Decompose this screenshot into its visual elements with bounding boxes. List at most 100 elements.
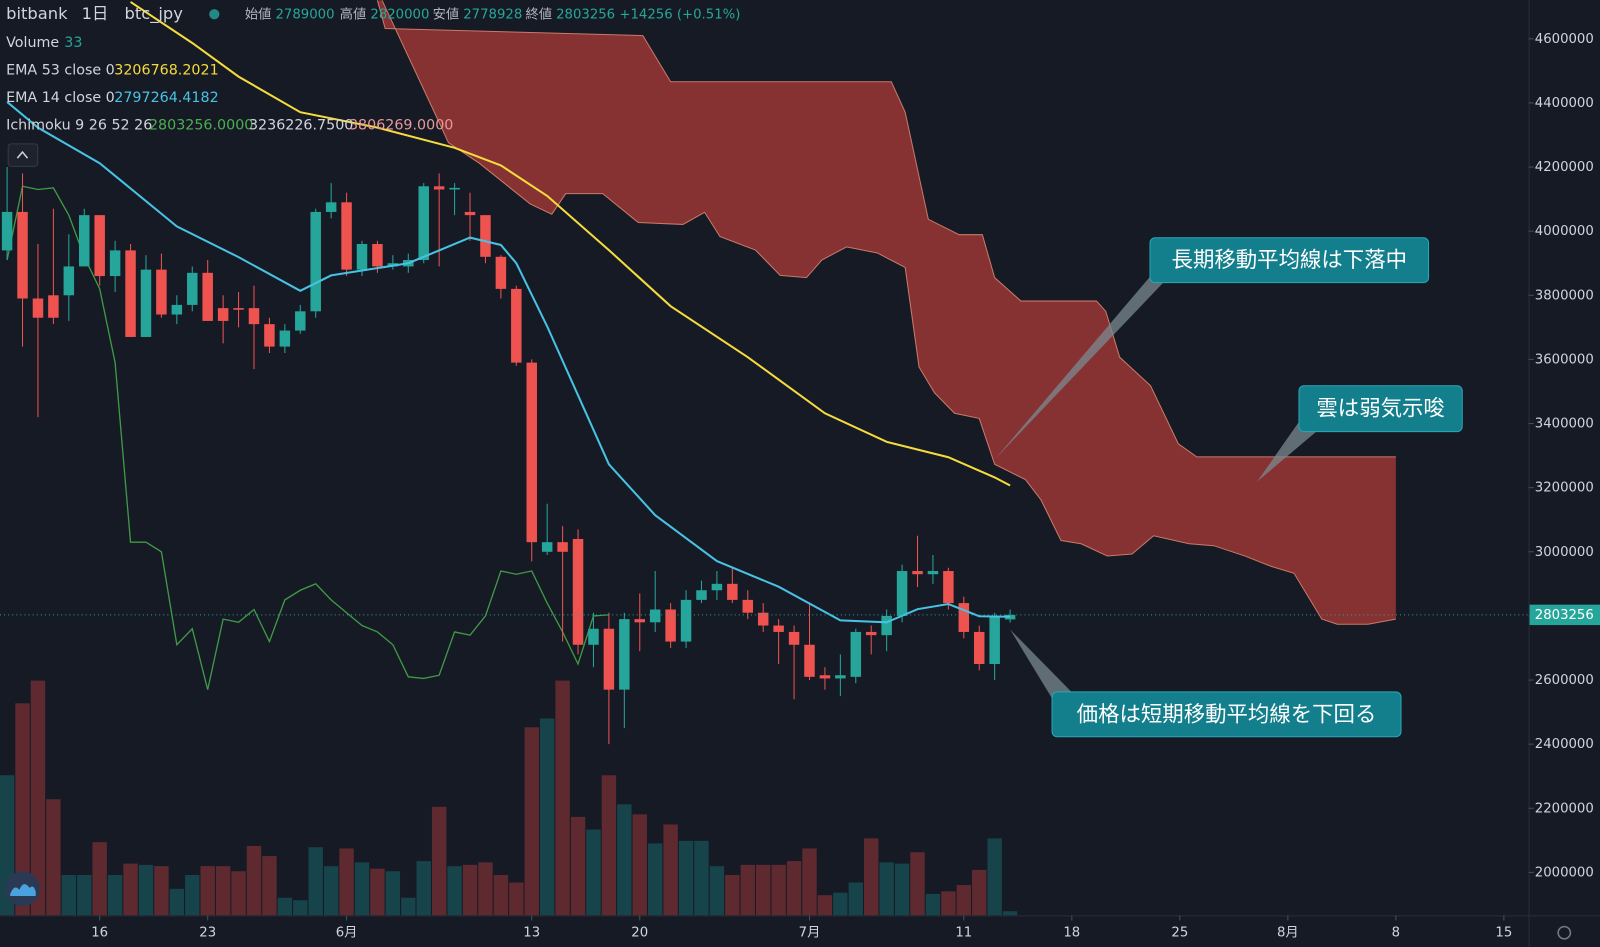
legend-text: 3236226.7500 — [249, 118, 353, 134]
volume-bar — [617, 804, 632, 916]
volume-bar — [370, 868, 385, 916]
y-tick-label: 3400000 — [1535, 417, 1594, 432]
y-tick-label: 2000000 — [1535, 865, 1594, 880]
y-tick-label: 3200000 — [1535, 481, 1594, 496]
candle-body — [819, 675, 831, 679]
candle-body — [696, 590, 707, 600]
y-tick-label: 2200000 — [1535, 801, 1594, 816]
candle-body — [156, 269, 167, 315]
candle-body — [603, 628, 615, 690]
plot-area — [0, 0, 1529, 916]
y-tick-label: 4400000 — [1535, 96, 1594, 111]
y-tick-label: 2600000 — [1535, 673, 1594, 688]
candle-body — [310, 211, 321, 312]
candle-body — [619, 619, 630, 690]
y-tick-label: 3800000 — [1535, 288, 1594, 303]
candle-body — [773, 625, 784, 632]
candle-body — [495, 256, 507, 289]
volume-bar — [894, 863, 910, 916]
volume-bar — [509, 882, 524, 916]
annotation-pointer — [994, 275, 1164, 460]
candle-body — [418, 186, 429, 261]
candle-body — [973, 631, 985, 665]
legend-text: 2803256.0000 — [149, 118, 253, 134]
candle-body — [279, 330, 291, 347]
candle-body — [881, 615, 892, 636]
x-tick-label: 8月 — [1277, 926, 1299, 941]
candle-body — [372, 243, 383, 267]
candle-body — [356, 243, 368, 270]
x-tick-label: 11 — [955, 926, 972, 941]
x-tick-label: 6月 — [336, 926, 358, 941]
last-price-box — [1529, 604, 1600, 626]
header-text: 2820000 — [370, 7, 429, 22]
x-tick-label: 20 — [631, 926, 648, 941]
volume-bar — [539, 718, 555, 916]
header-text: 1日 — [82, 4, 109, 23]
volume-bar — [570, 816, 586, 916]
lagging-span — [6, 185, 609, 690]
volume-bar — [447, 866, 462, 916]
volume-bar — [431, 806, 447, 916]
volume-bar — [632, 814, 647, 916]
candle-body — [757, 612, 769, 626]
candle-body — [187, 272, 198, 305]
annotation-box — [1149, 237, 1430, 284]
volume-bar — [262, 856, 277, 916]
volume-bar — [678, 840, 694, 916]
annotation-pointer — [1257, 420, 1317, 482]
volume-bar — [478, 862, 493, 916]
candle-body — [63, 266, 75, 296]
volume-bar — [864, 838, 879, 916]
candle-body — [727, 583, 738, 600]
volume-bar — [308, 847, 323, 916]
volume-bar — [138, 864, 154, 916]
status-dot — [209, 9, 220, 20]
x-tick-label: 25 — [1171, 926, 1188, 941]
volume-bar — [848, 882, 863, 916]
volume-bar — [154, 866, 169, 916]
candle-body — [1, 211, 13, 251]
candle-body — [17, 211, 28, 299]
volume-bar — [740, 864, 755, 916]
x-tick-label: 7月 — [799, 926, 821, 941]
y-tick-label: 4200000 — [1535, 160, 1594, 175]
candle-body — [109, 250, 121, 277]
candle-body — [680, 599, 692, 642]
volume-bar — [385, 871, 401, 916]
volume-bar — [771, 864, 786, 916]
legend-text: EMA 14 close 0 — [6, 90, 115, 106]
volume-bar — [941, 891, 956, 916]
volume-bar — [77, 874, 92, 916]
candle-body — [588, 628, 599, 645]
volume-bar — [215, 866, 231, 916]
volume-bar — [277, 897, 293, 916]
legend-text: Ichimoku 9 26 52 26 — [6, 118, 152, 134]
candle-body — [480, 215, 491, 257]
candle-body — [958, 603, 970, 632]
annotation-box — [1051, 691, 1402, 738]
candle-body — [634, 619, 646, 623]
ema-line — [129, 1, 1011, 487]
collapse-button[interactable] — [7, 143, 39, 167]
candle-body — [788, 631, 800, 645]
legend-text: 3206768.2021 — [114, 62, 218, 78]
volume-bar — [555, 680, 570, 916]
y-tick-label: 4600000 — [1535, 32, 1594, 47]
volume-bar — [925, 893, 941, 916]
ema-line — [6, 101, 1011, 624]
candle-body — [32, 298, 44, 318]
volume-bar — [601, 775, 617, 916]
candle-body — [557, 542, 568, 552]
volume-bar — [910, 852, 925, 916]
candle-body — [804, 644, 815, 677]
x-tick-label: 16 — [91, 926, 108, 941]
volume-bar — [956, 885, 972, 916]
settings-icon[interactable] — [1557, 925, 1572, 940]
candle-body — [927, 571, 939, 575]
header-text: 始値 — [245, 6, 272, 22]
candle-body — [433, 186, 445, 190]
volume-bar — [200, 866, 215, 916]
